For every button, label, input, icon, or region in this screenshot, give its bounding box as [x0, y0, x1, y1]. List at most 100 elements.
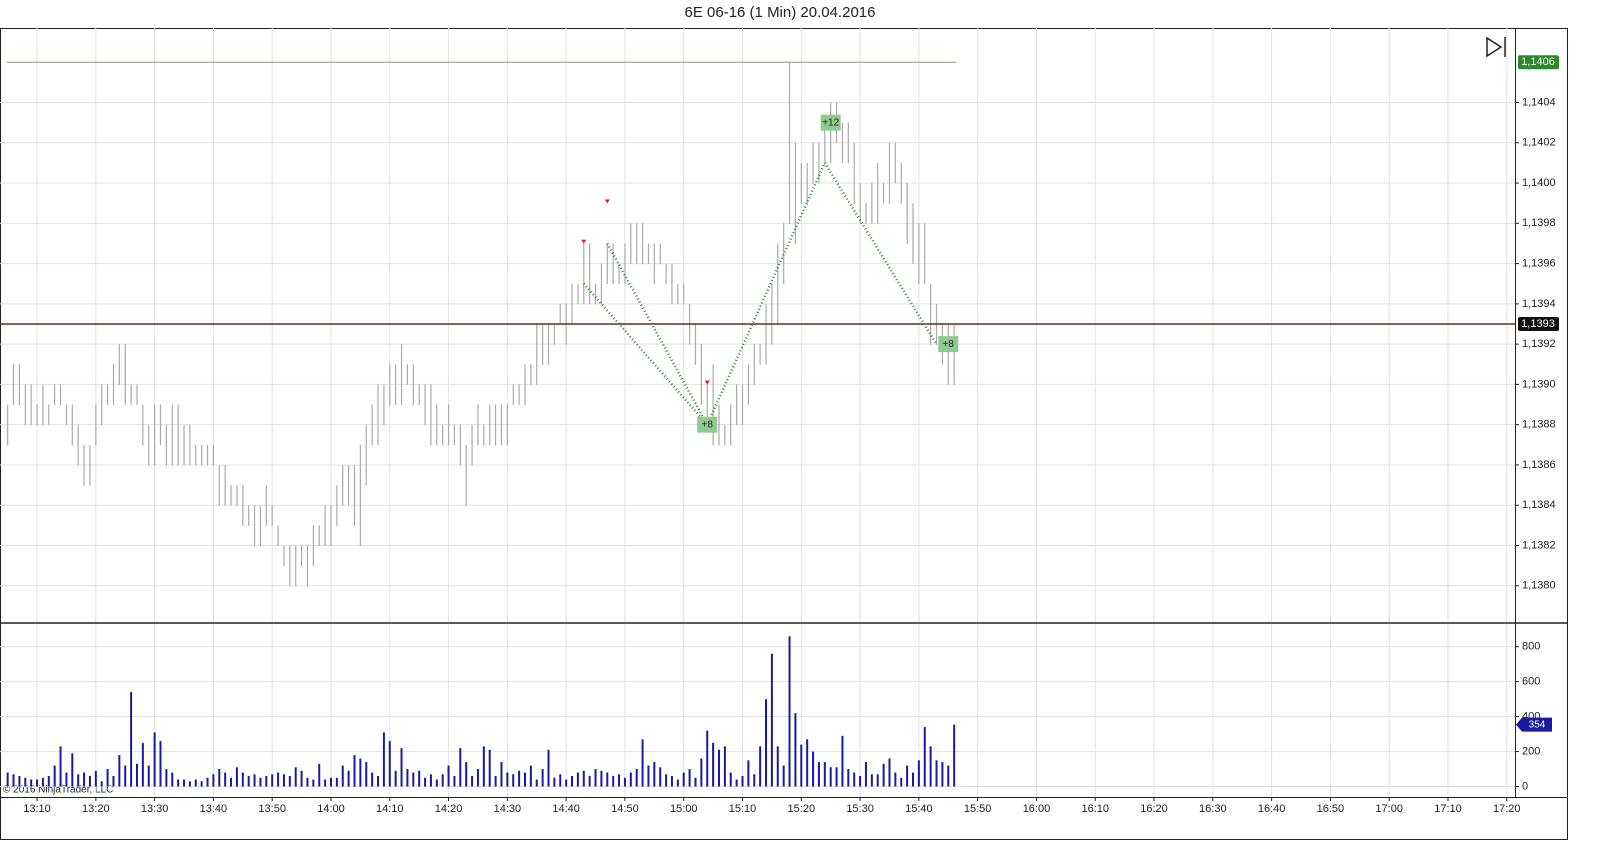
volume-bar	[935, 760, 938, 787]
volume-bar	[288, 776, 291, 787]
chart-title: 6E 06-16 (1 Min) 20.04.2016	[685, 4, 876, 21]
volume-bar	[770, 653, 773, 787]
volume-bar	[541, 769, 544, 787]
volume-bar	[47, 776, 50, 787]
x-tick-label: 15:10	[729, 803, 757, 815]
volume-bar	[218, 769, 221, 787]
volume-bar	[741, 776, 744, 787]
volume-bar	[747, 760, 750, 787]
x-tick-label: 16:50	[1317, 803, 1345, 815]
volume-bar	[494, 776, 497, 787]
x-tick-label: 13:10	[23, 803, 51, 815]
x-tick-label: 13:20	[82, 803, 110, 815]
volume-bar	[600, 770, 603, 787]
volume-bar	[759, 746, 762, 787]
volume-bar	[888, 758, 891, 787]
volume-bar	[135, 763, 138, 787]
volume-bar	[529, 765, 532, 787]
volume-bar	[953, 724, 956, 787]
volume-bar	[476, 769, 479, 787]
volume-bar	[659, 767, 662, 787]
volume-bar	[553, 777, 556, 787]
x-tick-label: 17:20	[1493, 803, 1521, 815]
entry-marker	[704, 380, 710, 385]
trade-label-box	[938, 336, 959, 353]
frame	[0, 28, 1568, 840]
volume-bar	[676, 779, 679, 787]
x-tick-label: 16:40	[1258, 803, 1286, 815]
volume-bar	[717, 749, 720, 787]
volume-bar	[259, 777, 262, 787]
volume-bar	[712, 742, 715, 787]
last-volume-box	[1516, 717, 1552, 732]
volume-bar	[823, 762, 826, 787]
volume-bar	[859, 776, 862, 787]
volume-bar	[83, 772, 86, 787]
volume-bar	[853, 772, 856, 787]
volume-bar	[253, 774, 256, 787]
volume-bar	[406, 769, 409, 787]
volume-bar	[171, 772, 174, 787]
x-tick-label: 13:40	[200, 803, 228, 815]
volume-bar	[488, 749, 491, 787]
volume-bar	[165, 769, 168, 787]
volume-bar	[77, 774, 80, 787]
x-tick-label: 15:50	[964, 803, 992, 815]
y-tick-label: 1,1388	[1522, 419, 1556, 431]
x-tick-label: 17:10	[1434, 803, 1462, 815]
volume-bar	[870, 774, 873, 787]
volume-bar	[612, 776, 615, 787]
volume-bar	[230, 777, 233, 787]
high-label: 1,1406	[1521, 56, 1555, 68]
volume-bar	[847, 769, 850, 787]
volume-bar	[235, 767, 238, 787]
volume-bar	[88, 776, 91, 787]
volume-bar	[512, 774, 515, 787]
go-to-end-icon[interactable]	[1486, 36, 1506, 58]
volume-bar	[94, 770, 97, 787]
x-tick-label: 17:00	[1375, 803, 1403, 815]
x-tick-label: 14:10	[376, 803, 404, 815]
volume-bar	[829, 767, 832, 787]
volume-bar	[864, 762, 867, 787]
volume-bar	[911, 772, 914, 787]
volume-bar	[141, 742, 144, 787]
volume-bar	[224, 772, 227, 787]
trade-label: +8	[943, 339, 955, 350]
x-tick-label: 16:30	[1199, 803, 1227, 815]
volume-bar	[653, 762, 656, 787]
volume-bar	[271, 774, 274, 787]
volume-bar	[788, 636, 791, 787]
volume-bar	[482, 746, 485, 787]
volume-bar	[559, 774, 562, 787]
volume-bar	[723, 746, 726, 787]
volume-bar	[706, 730, 709, 787]
volume-bar	[100, 781, 103, 787]
volume-bar	[335, 777, 338, 787]
volume-bar	[447, 765, 450, 787]
volume-bar	[629, 772, 632, 787]
y-tick-label: 1,1396	[1522, 257, 1556, 269]
volume-bar	[159, 741, 162, 787]
volume-bar	[929, 746, 932, 787]
volume-bar	[418, 770, 421, 787]
volume-bar	[412, 772, 415, 787]
x-tick-label: 14:30	[494, 803, 522, 815]
volume-bar	[453, 776, 456, 787]
volume-bar	[388, 741, 391, 787]
y-tick-label: 1,1398	[1522, 217, 1556, 229]
volume-bar	[241, 772, 244, 787]
volume-bar	[347, 770, 350, 787]
volume-bar	[623, 777, 626, 787]
volume-bar	[606, 772, 609, 787]
x-tick-label: 14:00	[317, 803, 345, 815]
volume-bar	[435, 779, 438, 787]
trade-line	[823, 162, 938, 345]
volume-bar	[571, 776, 574, 787]
volume-bar	[641, 739, 644, 787]
volume-bar	[318, 763, 321, 787]
volume-bar	[188, 781, 191, 787]
volume-bar	[65, 772, 68, 787]
y-tick-label: 1,1384	[1522, 499, 1556, 511]
